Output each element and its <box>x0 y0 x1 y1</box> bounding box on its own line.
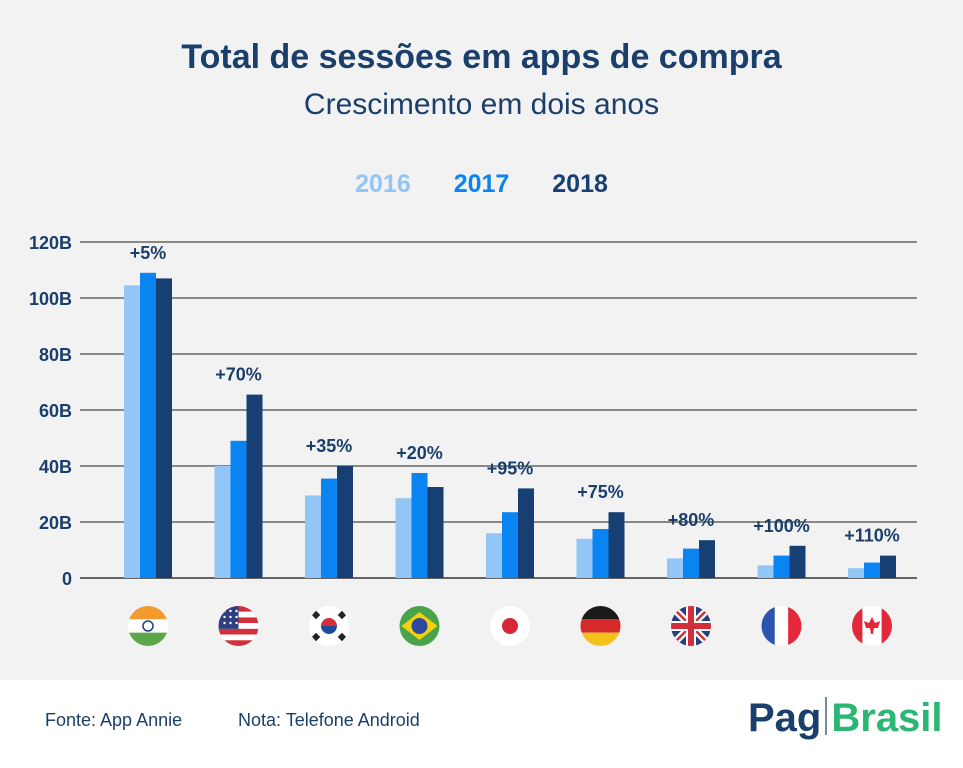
chart-title: Total de sessões em apps de compra <box>181 38 782 76</box>
y-tick-label: 40B <box>39 457 72 477</box>
bar-2018 <box>156 278 172 578</box>
legend-2016: 2016 <box>355 170 411 198</box>
y-tick-label: 20B <box>39 513 72 533</box>
growth-label: +35% <box>306 436 353 456</box>
legend: 2016 2017 2018 <box>0 170 963 199</box>
brazil-flag-icon <box>399 606 440 646</box>
legend-2018: 2018 <box>552 170 608 198</box>
germany-flag-icon <box>580 606 621 646</box>
bar-2017 <box>230 440 247 578</box>
source-note: Fonte: App Annie <box>45 710 183 730</box>
usa-flag-icon <box>218 606 259 646</box>
y-tick-label: 100B <box>29 289 72 309</box>
logo-brasil: Brasil <box>831 696 943 740</box>
bar-2018 <box>608 512 625 578</box>
growth-label: +20% <box>396 443 443 463</box>
bar-2017 <box>773 555 790 578</box>
bar-2018 <box>246 394 263 578</box>
bar-2017 <box>592 529 609 578</box>
bar-2017 <box>411 473 428 578</box>
bar-2018 <box>427 487 444 578</box>
japan-flag-icon <box>490 606 530 646</box>
uk-flag-icon <box>671 606 711 646</box>
bar-2016 <box>214 466 231 578</box>
bar-2016 <box>305 495 321 578</box>
y-tick-label: 0 <box>62 569 72 589</box>
bar-2016 <box>848 568 864 578</box>
y-tick-label: 60B <box>39 401 72 421</box>
logo-pag: Pag <box>748 696 822 740</box>
bar-2018 <box>337 466 353 578</box>
india-flag-icon <box>128 606 168 646</box>
growth-label: +70% <box>215 365 262 385</box>
canada-flag-icon <box>852 606 892 646</box>
bar-2018 <box>699 540 715 578</box>
legend-2017: 2017 <box>453 170 510 198</box>
bar-2016 <box>395 498 412 578</box>
bar-2016 <box>576 538 593 578</box>
y-tick-label: 80B <box>39 345 72 365</box>
bar-2016 <box>486 533 502 578</box>
y-tick-label: 120B <box>29 233 72 253</box>
bar-2018 <box>880 555 896 578</box>
bar-2016 <box>757 565 774 578</box>
chart-subtitle: Crescimento em dois anos <box>303 88 660 121</box>
bar-2017 <box>864 562 880 578</box>
france-flag-icon <box>761 606 802 646</box>
south-korea-flag-icon <box>309 606 349 646</box>
growth-label: +5% <box>130 243 167 263</box>
growth-label: +100% <box>753 516 810 536</box>
bar-2016 <box>667 558 683 578</box>
bar-2017 <box>140 272 156 578</box>
pagbrasil-logo: Pag Brasil <box>748 696 943 741</box>
growth-label: +110% <box>844 526 900 546</box>
bar-chart: 0 20B 40B 60B 80B 100B 120B +5% +70% +35% +20% +95%… <box>29 233 917 646</box>
bar-2018 <box>518 488 534 578</box>
android-note: Nota: Telefone Android <box>238 710 420 730</box>
bar-2018 <box>789 545 806 578</box>
growth-label: +95% <box>487 458 534 478</box>
bar-2017 <box>502 512 518 578</box>
growth-label: +75% <box>577 482 624 502</box>
bar-2016 <box>124 285 140 578</box>
growth-label: +80% <box>668 510 715 530</box>
bar-2017 <box>321 478 337 578</box>
logo-divider <box>825 697 828 735</box>
bar-2017 <box>683 548 699 578</box>
